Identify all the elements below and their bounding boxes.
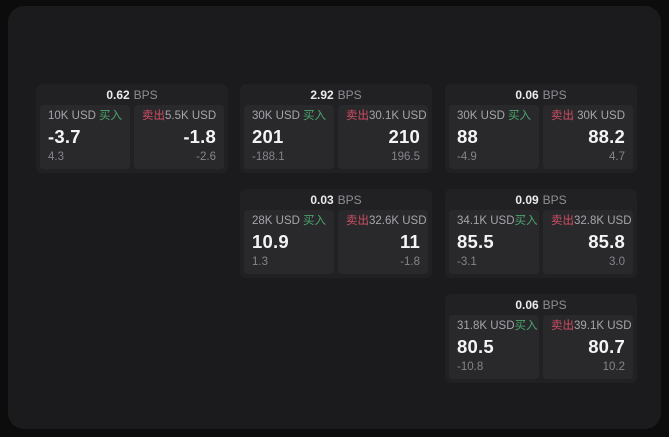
sell-notional: 30K USD (577, 110, 625, 122)
sell-notional: 32.6K USD (369, 215, 427, 227)
sell-quote-panel[interactable]: 卖出 5.5K USD -1.8 -2.6 (134, 105, 224, 169)
buy-side-label: 买入 (514, 215, 538, 227)
bps-value: 0.09 (515, 193, 539, 207)
bps-header: 0.06 BPS (445, 84, 637, 105)
buy-quote-panel[interactable]: 31.8K USD 买入 80.5 -10.8 (449, 315, 539, 379)
quote-card[interactable]: 0.03 BPS 28K USD 买入 10.9 1.3 卖出 32.6K US… (240, 189, 432, 278)
buy-price: 80.5 (457, 335, 494, 357)
sell-notional: 30.1K USD (369, 110, 427, 122)
sell-price: 88.2 (588, 125, 625, 147)
sell-price: 11 (400, 230, 420, 252)
buy-quote-panel[interactable]: 10K USD 买入 -3.7 4.3 (40, 105, 130, 169)
bps-unit-label: BPS (133, 88, 158, 102)
buy-notional: 30K USD (252, 110, 300, 122)
bps-value: 0.06 (515, 298, 539, 312)
quote-card[interactable]: 0.06 BPS 30K USD 买入 88 -4.9 卖出 30K USD 8… (445, 84, 637, 173)
bps-header: 0.06 BPS (445, 294, 637, 315)
bps-value: 0.62 (106, 88, 130, 102)
sell-notional: 32.8K USD (574, 215, 632, 227)
sell-price: -1.8 (183, 125, 216, 147)
buy-quote-panel[interactable]: 34.1K USD 买入 85.5 -3.1 (449, 210, 539, 274)
buy-side-label: 买入 (303, 215, 326, 227)
bps-header: 0.62 BPS (36, 84, 228, 105)
quote-card[interactable]: 0.06 BPS 31.8K USD 买入 80.5 -10.8 卖出 39.1… (445, 294, 637, 383)
sell-notional: 39.1K USD (574, 320, 632, 332)
sell-delta: 10.2 (602, 360, 625, 373)
bps-unit-label: BPS (337, 193, 362, 207)
quote-card[interactable]: 2.92 BPS 30K USD 买入 201 -188.1 卖出 30.1K … (240, 84, 432, 173)
sell-delta: -2.6 (196, 150, 216, 163)
buy-price: 88 (457, 125, 478, 147)
sell-delta: 3.0 (609, 255, 625, 268)
bps-unit-label: BPS (542, 298, 567, 312)
sell-quote-panel[interactable]: 卖出 32.6K USD 11 -1.8 (338, 210, 428, 274)
buy-quote-panel[interactable]: 28K USD 买入 10.9 1.3 (244, 210, 334, 274)
bps-value: 2.92 (310, 88, 334, 102)
quote-board-panel: 0.62 BPS 10K USD 买入 -3.7 4.3 卖出 5.5K USD… (8, 6, 661, 429)
buy-notional: 31.8K USD (457, 320, 515, 332)
buy-delta: -3.1 (457, 255, 477, 268)
bps-value: 0.06 (515, 88, 539, 102)
buy-side-label: 买入 (303, 110, 326, 122)
sell-delta: 4.7 (609, 150, 625, 163)
sell-side-label: 卖出 (346, 215, 369, 227)
sell-side-label: 卖出 (346, 110, 369, 122)
sell-quote-panel[interactable]: 卖出 32.8K USD 85.8 3.0 (543, 210, 633, 274)
sell-price: 210 (388, 125, 420, 147)
sell-side-label: 卖出 (551, 320, 574, 332)
buy-price: 10.9 (252, 230, 289, 252)
buy-delta: 4.3 (48, 150, 64, 163)
buy-quote-panel[interactable]: 30K USD 买入 201 -188.1 (244, 105, 334, 169)
bps-value: 0.03 (310, 193, 334, 207)
buy-notional: 28K USD (252, 215, 300, 227)
sell-side-label: 卖出 (551, 215, 574, 227)
sell-quote-panel[interactable]: 卖出 39.1K USD 80.7 10.2 (543, 315, 633, 379)
sell-delta: 196.5 (391, 150, 420, 163)
buy-price: 85.5 (457, 230, 494, 252)
buy-delta: -10.8 (457, 360, 484, 373)
buy-price: -3.7 (48, 125, 81, 147)
buy-quote-panel[interactable]: 30K USD 买入 88 -4.9 (449, 105, 539, 169)
bps-header: 0.03 BPS (240, 189, 432, 210)
buy-notional: 30K USD (457, 110, 505, 122)
quote-card[interactable]: 0.09 BPS 34.1K USD 买入 85.5 -3.1 卖出 32.8K… (445, 189, 637, 278)
buy-delta: -4.9 (457, 150, 477, 163)
sell-side-label: 卖出 (142, 110, 165, 122)
quote-card[interactable]: 0.62 BPS 10K USD 买入 -3.7 4.3 卖出 5.5K USD… (36, 84, 228, 173)
bps-unit-label: BPS (542, 88, 567, 102)
sell-delta: -1.8 (400, 255, 420, 268)
bps-unit-label: BPS (542, 193, 567, 207)
buy-notional: 34.1K USD (457, 215, 515, 227)
sell-notional: 5.5K USD (165, 110, 217, 122)
buy-delta: -188.1 (252, 150, 285, 163)
bps-unit-label: BPS (337, 88, 362, 102)
sell-price: 80.7 (588, 335, 625, 357)
buy-notional: 10K USD (48, 110, 96, 122)
sell-price: 85.8 (588, 230, 625, 252)
buy-delta: 1.3 (252, 255, 268, 268)
buy-side-label: 买入 (99, 110, 122, 122)
sell-quote-panel[interactable]: 卖出 30K USD 88.2 4.7 (543, 105, 633, 169)
bps-header: 0.09 BPS (445, 189, 637, 210)
buy-price: 201 (252, 125, 284, 147)
buy-side-label: 买入 (514, 320, 538, 332)
buy-side-label: 买入 (508, 110, 531, 122)
sell-quote-panel[interactable]: 卖出 30.1K USD 210 196.5 (338, 105, 428, 169)
sell-side-label: 卖出 (551, 110, 574, 122)
bps-header: 2.92 BPS (240, 84, 432, 105)
